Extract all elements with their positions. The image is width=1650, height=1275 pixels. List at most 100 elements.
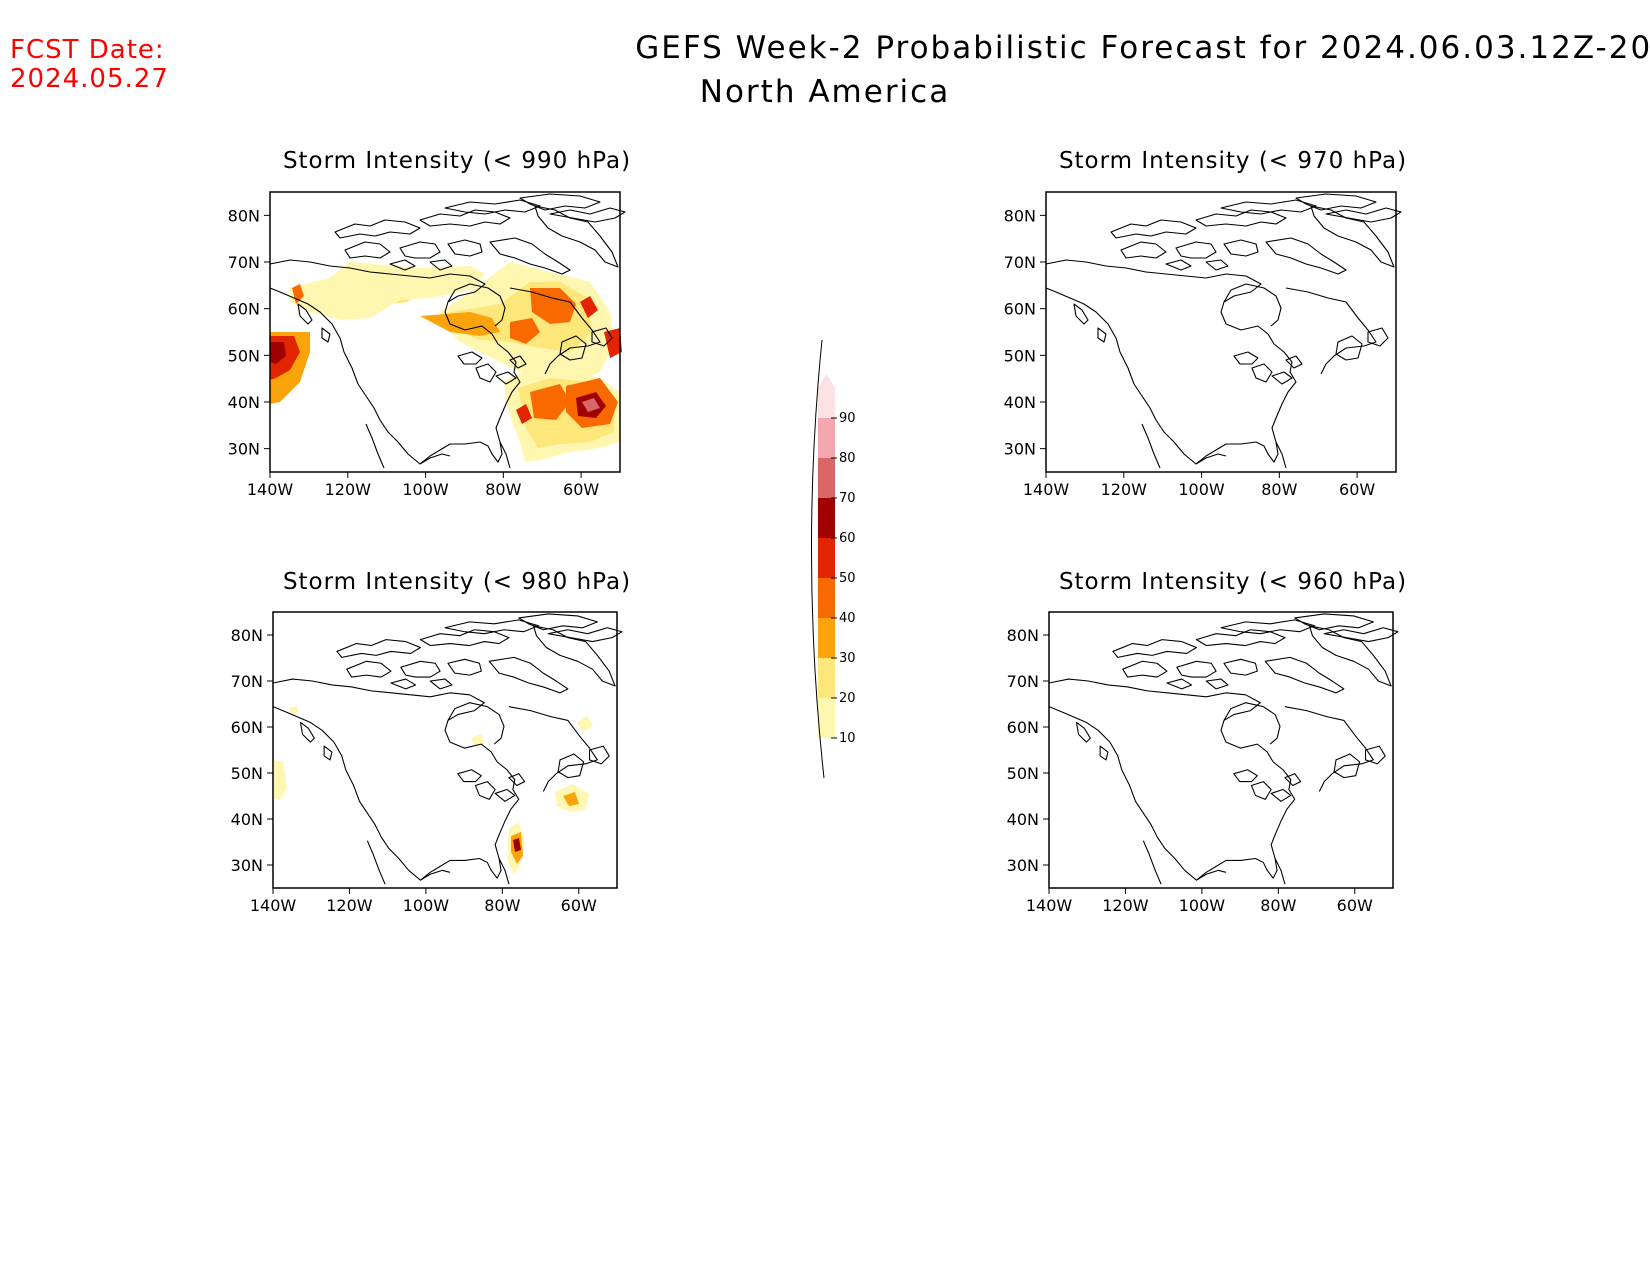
shade-midatlantic-60	[513, 838, 521, 852]
shade-atlantic-80	[582, 398, 600, 412]
panel-title: Storm Intensity (< 990 hPa)	[283, 148, 631, 174]
y-tick-label: 70N	[228, 253, 260, 272]
y-tick-label: 60N	[1007, 718, 1039, 737]
y-tick-label: 80N	[231, 626, 263, 645]
x-tick-label: 60W	[1337, 896, 1373, 915]
y-tick-label: 80N	[1004, 206, 1036, 225]
colorbar-segment	[818, 698, 835, 738]
colorbar: 10 20 30 40 50 60 70 80 90	[810, 339, 856, 779]
y-tick-label: 30N	[231, 856, 263, 875]
y-tick-label: 30N	[228, 440, 260, 459]
x-tick-label: 100W	[403, 896, 450, 915]
map-frame	[272, 611, 618, 889]
x-tick-label: 80W	[1260, 896, 1296, 915]
y-tick-label: 50N	[1007, 764, 1039, 783]
figure-title: GEFS Week-2 Probabilistic Forecast for 2…	[635, 30, 1650, 66]
shade-capecod-50	[516, 404, 532, 424]
coastline	[1048, 613, 1399, 885]
colorbar-segment	[818, 578, 835, 618]
colorbar-segment	[818, 458, 835, 498]
y-tick-label: 50N	[231, 764, 263, 783]
y-tick-label: 60N	[1004, 300, 1036, 319]
map-frame	[1045, 191, 1397, 473]
y-tick-label: 30N	[1007, 856, 1039, 875]
colorbar-label: 40	[839, 611, 856, 626]
x-tick-label: 80W	[485, 480, 521, 499]
shade-labrador-40	[530, 288, 576, 324]
coastline	[272, 613, 623, 885]
x-tick-label: 60W	[563, 480, 599, 499]
x-tick-label: 120W	[1101, 480, 1148, 499]
fcst-label: FCST Date:	[10, 35, 165, 65]
colorbar-outline	[810, 339, 825, 779]
x-tick-label: 140W	[1026, 896, 1073, 915]
y-tick-label: 40N	[1004, 393, 1036, 412]
colorbar-label: 30	[839, 651, 856, 666]
colorbar-segment	[818, 498, 835, 538]
panel-title: Storm Intensity (< 960 hPa)	[1059, 569, 1407, 595]
colorbar-segment	[818, 374, 835, 418]
colorbar-segment	[818, 418, 835, 458]
coastline	[1045, 193, 1402, 469]
colorbar-label: 20	[839, 691, 856, 706]
x-tick-label: 100W	[402, 480, 449, 499]
x-tick-label: 100W	[1178, 480, 1225, 499]
shade-novascotia-30	[563, 792, 579, 806]
colorbar-label: 50	[839, 571, 856, 586]
axis-ticks: 140W 120W 100W 80W 60W 80N 70N 60N 50N 40N 30N	[1007, 626, 1373, 915]
colorbar-label: 70	[839, 491, 856, 506]
y-tick-label: 70N	[1004, 253, 1036, 272]
x-tick-label: 100W	[1179, 896, 1226, 915]
shade-pacific-60	[270, 342, 286, 364]
x-tick-label: 80W	[484, 896, 520, 915]
panel-990: Storm Intensity (< 990 hPa) 140W 120W	[228, 148, 631, 499]
y-tick-label: 80N	[1007, 626, 1039, 645]
colorbar-label: 80	[839, 451, 856, 466]
y-tick-label: 40N	[228, 393, 260, 412]
y-tick-label: 70N	[231, 672, 263, 691]
x-tick-label: 120W	[1102, 896, 1149, 915]
colorbar-segment	[818, 618, 835, 658]
panel-970: Storm Intensity (< 970 hPa) 140W 120W 100W…	[1004, 148, 1407, 499]
map-frame	[1048, 611, 1394, 889]
y-tick-label: 60N	[228, 300, 260, 319]
shade-hudson-40	[420, 312, 500, 336]
colorbar-segment	[818, 658, 835, 698]
panel-title: Storm Intensity (< 970 hPa)	[1059, 148, 1407, 174]
fcst-date: 2024.05.27	[10, 64, 169, 94]
panel-title: Storm Intensity (< 980 hPa)	[283, 569, 631, 595]
colorbar-label: 60	[839, 531, 856, 546]
x-tick-label: 120W	[326, 896, 373, 915]
y-tick-label: 60N	[231, 718, 263, 737]
x-tick-label: 60W	[1339, 480, 1375, 499]
map-frame	[269, 191, 621, 473]
y-tick-label: 30N	[1004, 440, 1036, 459]
axis-ticks: 140W 120W 100W 80W 60W 80N 70N 60N 50N 40N 30N	[1004, 206, 1376, 499]
shade-gulf-stlawrence-50	[604, 328, 622, 358]
shade-arctic-10	[289, 706, 299, 714]
x-tick-label: 140W	[250, 896, 297, 915]
x-tick-label: 120W	[325, 480, 372, 499]
shade-northeast-40	[530, 384, 570, 420]
figure-subtitle: North America	[700, 74, 950, 110]
shade-pacific-10	[273, 760, 287, 800]
y-tick-label: 80N	[228, 206, 260, 225]
shade-hudson-10	[471, 734, 485, 746]
colorbar-label: 90	[839, 411, 856, 426]
shade-labrador-50	[580, 296, 598, 318]
x-tick-label: 140W	[247, 480, 294, 499]
probability-field	[273, 706, 593, 874]
y-tick-label: 40N	[1007, 810, 1039, 829]
y-tick-label: 50N	[1004, 346, 1036, 365]
panel-960: Storm Intensity (< 960 hPa) 140W 120W 100W…	[1007, 569, 1407, 915]
shade-labrador-10	[577, 716, 593, 732]
panel-980: Storm Intensity (< 980 hPa) 140W 120W 100W…	[231, 569, 631, 915]
colorbar-label: 10	[839, 731, 856, 746]
axis-ticks: 140W 120W 100W 80W 60W 80N 70N 60N 50N 40N 30N	[231, 626, 597, 915]
x-tick-label: 140W	[1023, 480, 1070, 499]
y-tick-label: 50N	[228, 346, 260, 365]
shade-quebec-40	[510, 318, 540, 344]
x-tick-label: 80W	[1261, 480, 1297, 499]
x-tick-label: 60W	[561, 896, 597, 915]
